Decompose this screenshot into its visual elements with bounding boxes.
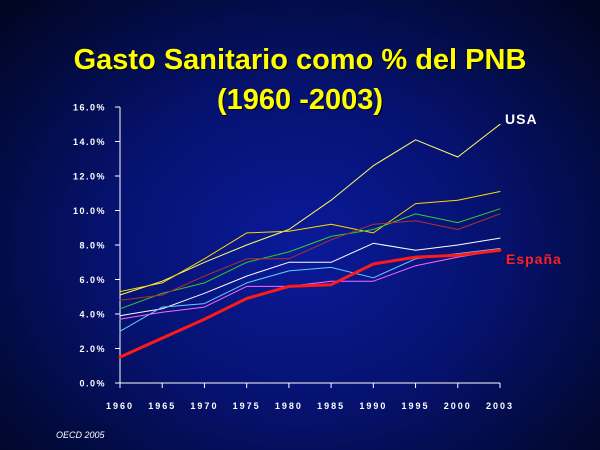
- x-tick-label: 2000: [444, 401, 472, 411]
- series-line: [119, 191, 501, 293]
- source-note: OECD 2005: [56, 430, 105, 440]
- x-tick-label: 2003: [486, 401, 514, 411]
- x-tick-label: 1990: [359, 401, 387, 411]
- series-line-espa-a: [118, 248, 502, 359]
- y-tick-label: 4.0%: [79, 310, 106, 320]
- x-tick-label: 1960: [106, 401, 134, 411]
- series-annotation: España: [506, 251, 562, 267]
- y-tick-label: 10.0%: [73, 206, 106, 216]
- x-tick-label: 1995: [402, 401, 430, 411]
- series-line: [119, 208, 501, 310]
- y-tick-label: 6.0%: [79, 275, 106, 285]
- series-line: [119, 237, 501, 317]
- x-tick-label: 1980: [275, 401, 303, 411]
- y-tick-label: 8.0%: [79, 241, 106, 251]
- chart-title: Gasto Sanitario como % del PNB: [73, 44, 527, 76]
- y-tick-label: 0.0%: [79, 379, 106, 389]
- series-line-usa: [119, 123, 501, 296]
- y-tick-label: 12.0%: [73, 172, 106, 182]
- y-tick-label: 14.0%: [73, 137, 106, 147]
- series-annotation: USA: [505, 111, 538, 127]
- y-tick-label: 16.0%: [73, 103, 106, 113]
- x-tick-label: 1965: [148, 401, 176, 411]
- x-tick-label: 1975: [233, 401, 261, 411]
- series-line: [119, 213, 501, 301]
- chart-subtitle: (1960 -2003): [216, 84, 384, 116]
- y-tick-label: 2.0%: [79, 344, 106, 354]
- x-tick-label: 1970: [190, 401, 218, 411]
- x-tick-label: 1985: [317, 401, 345, 411]
- series-line: [119, 249, 501, 320]
